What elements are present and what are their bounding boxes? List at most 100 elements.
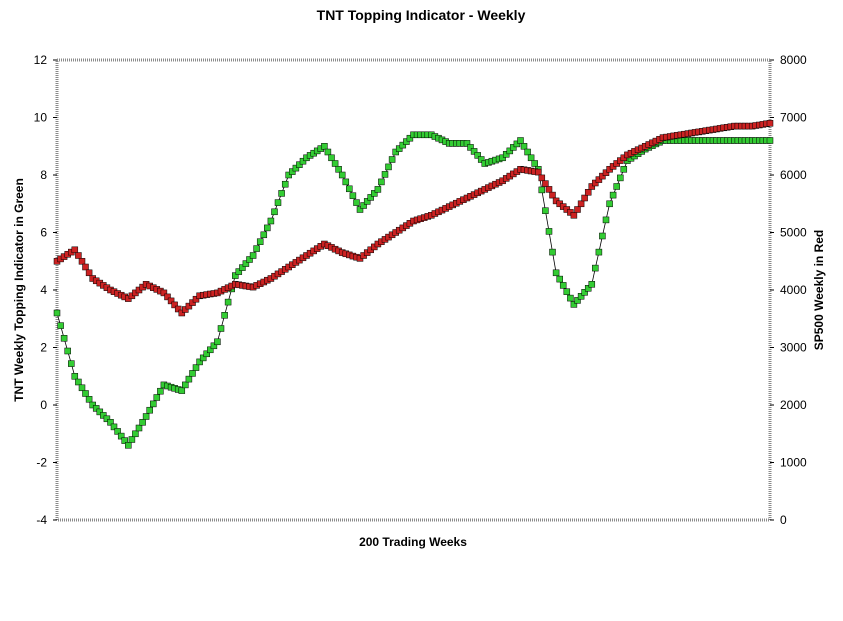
data-point (360, 202, 367, 209)
data-point (57, 322, 64, 329)
data-point (214, 338, 221, 346)
data-point (210, 342, 218, 350)
data-point (164, 293, 171, 301)
data-point (78, 384, 86, 392)
data-point (374, 186, 382, 193)
data-point (467, 144, 474, 151)
data-point (178, 309, 186, 317)
axis-ticks: 12 10 8 6 4 2 0 -2 -4 8000 7000 6000 5000 4000 3000 200… (34, 53, 807, 527)
data-point (196, 358, 203, 366)
data-point (75, 378, 82, 386)
data-point (549, 191, 556, 199)
data-point (399, 141, 407, 149)
y-tick-label: 6 (40, 226, 47, 240)
data-point (224, 298, 232, 306)
data-point (581, 194, 588, 202)
data-point (328, 154, 335, 162)
data-point (153, 394, 161, 401)
data-point (545, 186, 553, 193)
data-point (613, 183, 620, 190)
data-point (271, 208, 278, 216)
data-point (82, 390, 89, 397)
data-point (260, 231, 268, 239)
data-point (766, 120, 774, 127)
y-tick-label: -4 (36, 513, 47, 527)
y-tick-label: 8 (40, 168, 47, 182)
data-point (403, 138, 410, 145)
data-point (167, 297, 175, 305)
y-axis-title: TNT Weekly Topping Indicator in Green (12, 178, 26, 402)
data-point (342, 178, 350, 186)
data-point (174, 305, 182, 313)
data-point (577, 200, 585, 208)
data-point (599, 232, 606, 240)
data-point (178, 387, 186, 394)
data-point (552, 269, 560, 277)
data-point (338, 171, 346, 179)
data-point (356, 206, 364, 213)
data-point (160, 289, 168, 297)
y2-tick-label: 0 (780, 513, 787, 527)
data-point (542, 180, 549, 187)
data-point (100, 412, 107, 419)
data-point (171, 301, 178, 309)
data-point (599, 172, 606, 180)
data-point (321, 143, 328, 150)
data-point (121, 437, 128, 444)
data-point (606, 200, 613, 208)
data-point (520, 143, 528, 150)
data-point (182, 381, 189, 389)
data-point (85, 396, 93, 403)
series-2 (53, 120, 774, 317)
data-point (103, 415, 111, 423)
data-point (267, 217, 275, 225)
data-point (60, 335, 68, 342)
data-point (78, 258, 86, 265)
data-point (68, 360, 75, 367)
data-point (82, 263, 89, 271)
data-point (146, 406, 153, 414)
data-point (506, 147, 514, 155)
data-point (538, 186, 546, 194)
data-point (595, 248, 603, 256)
data-point (89, 401, 96, 409)
data-point (588, 281, 596, 288)
data-point (346, 185, 353, 193)
data-point (246, 256, 253, 263)
data-point (574, 206, 581, 213)
data-point (378, 178, 385, 186)
data-point (470, 148, 478, 155)
data-point (199, 354, 207, 362)
data-point (570, 301, 578, 308)
data-point (281, 180, 289, 188)
y2-tick-label: 2000 (780, 398, 807, 412)
data-point (274, 199, 282, 206)
data-point (474, 152, 481, 159)
data-point (135, 424, 143, 432)
data-point (71, 373, 79, 380)
data-point (114, 428, 121, 435)
data-point (192, 295, 200, 303)
data-point (157, 387, 164, 395)
data-point (766, 137, 774, 144)
y2-tick-label: 3000 (780, 341, 807, 355)
data-point (577, 293, 585, 300)
data-point (239, 264, 246, 271)
data-point (592, 264, 599, 272)
data-point (289, 168, 296, 175)
data-point (563, 288, 571, 295)
data-point (185, 375, 193, 383)
data-point (203, 350, 210, 358)
y2-tick-label: 7000 (780, 111, 807, 125)
data-point (567, 294, 574, 302)
data-point (602, 169, 610, 176)
data-point (349, 192, 357, 199)
data-point (296, 161, 303, 168)
data-point (253, 245, 260, 252)
data-point (595, 176, 603, 183)
data-point (584, 189, 592, 196)
data-point (264, 224, 271, 232)
chart-title: TNT Topping Indicator - Weekly (317, 7, 526, 23)
data-point (107, 419, 114, 426)
data-point (232, 272, 239, 279)
